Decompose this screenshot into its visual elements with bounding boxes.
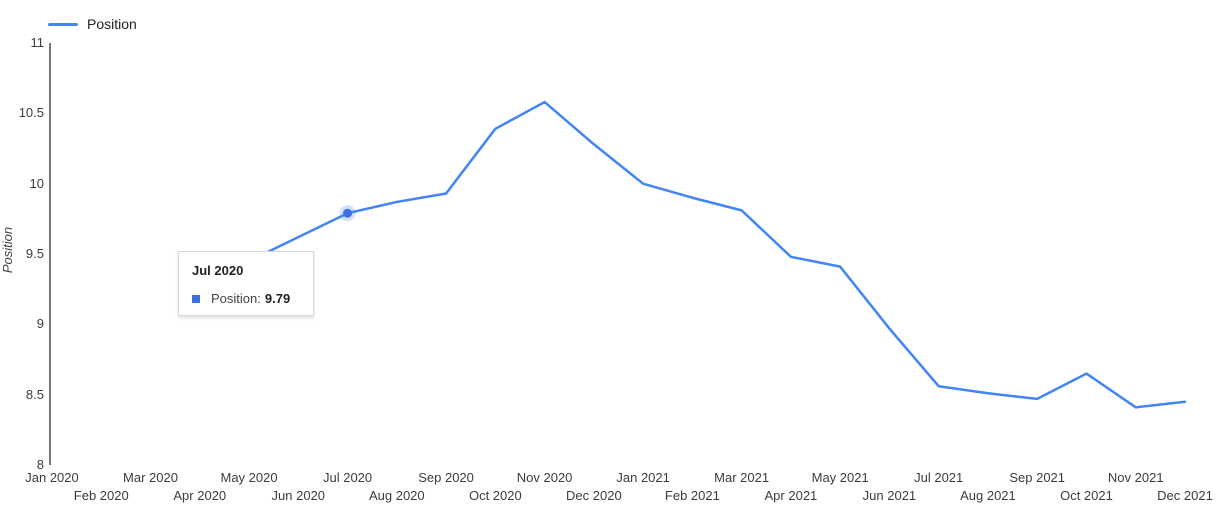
y-axis-tick-label: 10 — [29, 175, 44, 191]
x-axis-tick-label: Mar 2020 — [123, 470, 178, 485]
x-axis-tick-label: Dec 2021 — [1157, 488, 1213, 503]
y-axis-tick-label: 8 — [36, 457, 44, 472]
y-axis-tick-label: 10.5 — [18, 105, 44, 121]
x-axis-tick-label: Sep 2020 — [418, 470, 474, 485]
x-axis-tick-label: Jan 2020 — [25, 470, 79, 485]
x-axis-tick-label: Feb 2020 — [73, 488, 129, 503]
tooltip: Jul 2020 Position: 9.79 — [178, 251, 314, 316]
x-axis-tick-label: Jan 2021 — [616, 470, 670, 485]
highlight-point-jul-2020[interactable] — [343, 208, 353, 218]
x-axis-tick-label: Dec 2020 — [566, 488, 622, 503]
legend-item-position: Position — [48, 15, 137, 33]
x-axis-tick-label: Apr 2020 — [173, 488, 227, 503]
y-axis-tick-label: 11 — [30, 35, 45, 50]
legend-line-swatch — [48, 22, 78, 26]
y-axis-tick-label: 9.5 — [25, 246, 44, 261]
tooltip-series-label: Position: — [211, 291, 261, 306]
x-axis-tick-label: Aug 2020 — [368, 488, 425, 503]
tooltip-date: Jul 2020 — [192, 263, 244, 278]
position-series-line[interactable] — [247, 100, 1187, 409]
x-axis-tick-label: Jul 2020 — [322, 470, 373, 485]
x-axis-tick-label: May 2021 — [811, 470, 869, 485]
x-axis-tick-label: Jul 2021 — [914, 470, 964, 485]
x-axis-tick-label: Feb 2021 — [664, 488, 720, 503]
legend-label: Position — [87, 16, 137, 32]
x-axis-tick-label: Apr 2021 — [764, 488, 818, 503]
y-axis-tick-label: 8.5 — [25, 386, 44, 402]
x-axis-tick-label: Oct 2021 — [1060, 488, 1113, 503]
x-axis-tick-label: Sep 2021 — [1009, 470, 1066, 485]
tooltip-value: 9.79 — [264, 291, 291, 306]
x-axis-tick-label: May 2020 — [220, 470, 278, 485]
x-axis-tick-label: Mar 2021 — [714, 470, 770, 485]
x-axis-tick-label: Jun 2021 — [862, 488, 917, 503]
x-axis-tick-label: Aug 2021 — [960, 488, 1016, 503]
x-axis-tick-label: Jun 2020 — [271, 488, 326, 503]
x-axis-tick-label: Oct 2020 — [468, 488, 522, 503]
x-axis-tick-label: Nov 2020 — [516, 470, 573, 485]
x-axis-tick-label: Nov 2021 — [1107, 470, 1164, 485]
tooltip-series-row: Position: 9.79 — [192, 291, 300, 306]
series-marker-icon — [192, 294, 200, 303]
y-axis-tick-label: 9 — [36, 316, 44, 332]
